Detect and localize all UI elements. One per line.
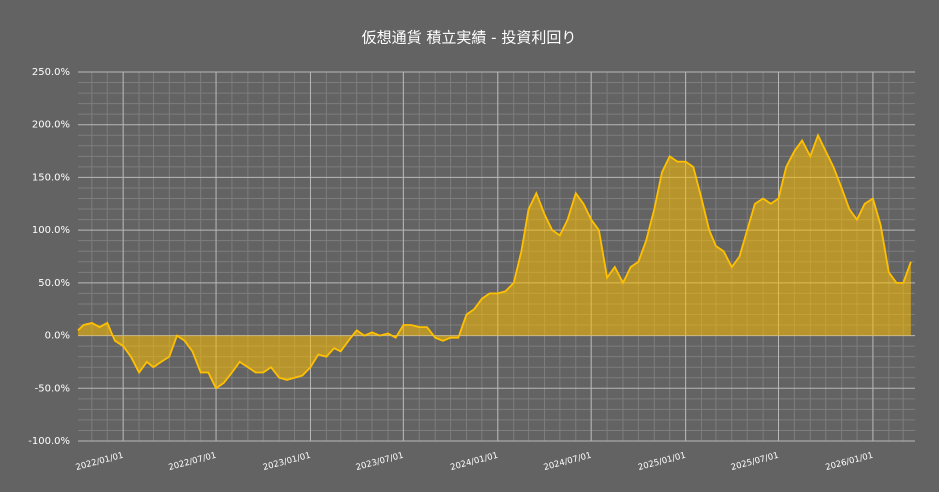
y-tick-label: 0.0% xyxy=(45,331,70,342)
x-tick-label: 2022/01/01 xyxy=(75,451,125,473)
x-tick-label: 2023/01/01 xyxy=(262,451,312,473)
x-tick-label: 2025/01/01 xyxy=(637,451,687,473)
chart-title: 仮想通貨 積立実績 - 投資利回り xyxy=(362,29,577,47)
y-tick-label: 200.0% xyxy=(32,120,70,131)
x-tick-label: 2022/07/01 xyxy=(168,451,218,473)
y-tick-label: -50.0% xyxy=(35,383,70,394)
y-tick-label: -100.0% xyxy=(28,436,70,447)
line xyxy=(77,133,912,390)
area xyxy=(78,135,911,389)
x-tick-label: 2023/07/01 xyxy=(355,451,405,473)
y-tick-label: 150.0% xyxy=(32,172,70,183)
x-tick-label: 2025/07/01 xyxy=(730,451,780,473)
x-tick-label: 2026/01/01 xyxy=(824,451,874,473)
y-tick-label: 100.0% xyxy=(32,225,70,236)
x-tick-label: 2024/01/01 xyxy=(449,451,499,473)
y-tick-label: 50.0% xyxy=(38,278,70,289)
y-tick-label: 250.0% xyxy=(32,67,70,78)
x-tick-label: 2024/07/01 xyxy=(543,451,593,473)
